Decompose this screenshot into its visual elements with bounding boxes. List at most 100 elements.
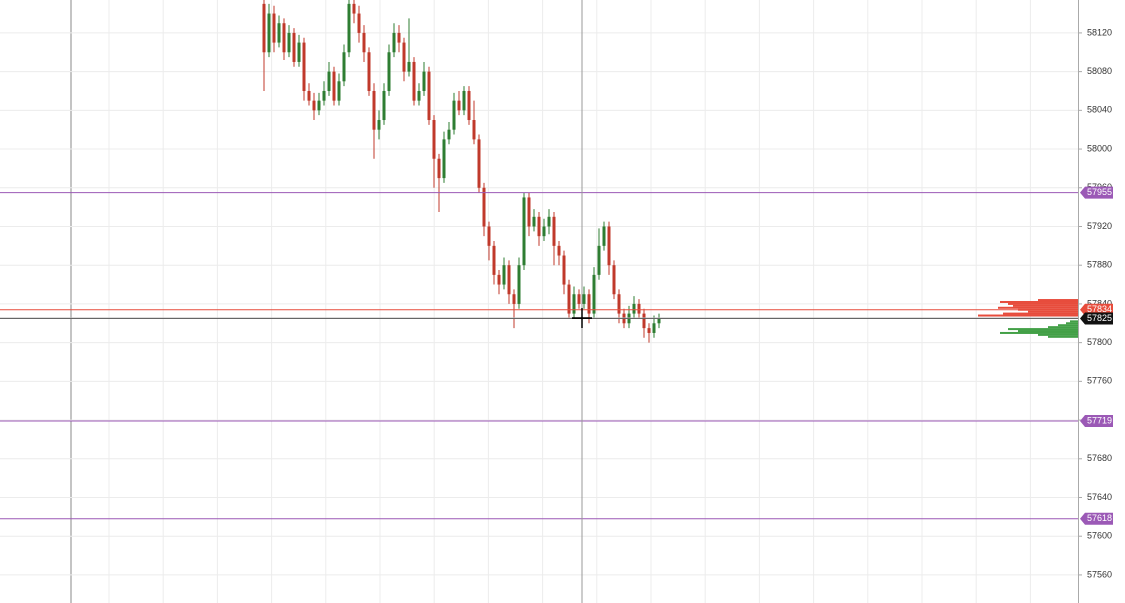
- candle-body: [467, 90, 471, 121]
- candle-body: [617, 294, 621, 314]
- volume-profile-bar: [1003, 312, 1078, 315]
- candle-body: [592, 274, 596, 314]
- volume-profile-bar: [1028, 310, 1078, 313]
- candle-body: [372, 90, 376, 130]
- candle-body: [502, 265, 506, 285]
- candle-body: [402, 42, 406, 72]
- candle-body: [547, 216, 551, 227]
- candle-body: [362, 32, 366, 53]
- y-tick-label: 57840: [1087, 298, 1112, 308]
- candle-body: [517, 265, 521, 304]
- price-level-tag: [1080, 512, 1113, 525]
- candle-body: [612, 265, 616, 295]
- candle-body: [457, 100, 461, 111]
- candle-body: [397, 32, 401, 43]
- candle-body: [357, 13, 361, 33]
- y-tick-label: 57920: [1087, 221, 1112, 231]
- candle-body: [282, 23, 286, 53]
- candle-body: [277, 23, 281, 43]
- price-level-label: 57719: [1087, 415, 1112, 425]
- candle-body: [507, 265, 511, 295]
- candle-body: [302, 42, 306, 91]
- candle-body: [552, 216, 556, 246]
- price-level-label: 57834: [1087, 304, 1112, 314]
- price-level-label: 57955: [1087, 187, 1112, 197]
- candle-body: [352, 3, 356, 14]
- candle-body: [342, 52, 346, 82]
- candle-body: [392, 32, 396, 53]
- candle-body: [262, 3, 266, 53]
- candle-body: [437, 158, 441, 179]
- candle-body: [597, 245, 601, 275]
- candle-body: [272, 13, 276, 43]
- candle-body: [537, 216, 541, 237]
- candle-body: [412, 61, 416, 101]
- candle-body: [587, 294, 591, 314]
- candle-body: [317, 100, 321, 111]
- cursor: [572, 308, 592, 328]
- candle-body: [487, 226, 491, 246]
- candle-body: [482, 187, 486, 227]
- candle-body: [632, 303, 636, 314]
- candle-body: [367, 52, 371, 91]
- candle-body: [287, 32, 291, 53]
- candle-body: [512, 294, 516, 304]
- volume-profile-bar: [1048, 335, 1078, 338]
- volume-profile-bar: [1008, 328, 1078, 331]
- candle-body: [477, 139, 481, 188]
- candle-body: [657, 318, 661, 324]
- y-tick-label: 57880: [1087, 260, 1112, 270]
- volume-profile-bar: [1048, 326, 1078, 329]
- y-tick-label: 57600: [1087, 531, 1112, 541]
- candle-body: [407, 61, 411, 72]
- candle-body: [427, 71, 431, 121]
- y-tick-label: 58040: [1087, 105, 1112, 115]
- candle-body: [377, 120, 381, 130]
- volume-profile-bar: [1038, 299, 1078, 302]
- candle-body: [582, 294, 586, 304]
- candle-body: [472, 120, 476, 140]
- volume-profile-bar: [978, 314, 1078, 317]
- volume-profile-bar: [1070, 320, 1078, 323]
- candle-body: [532, 216, 536, 227]
- candle-body: [647, 328, 651, 333]
- y-tick-label: 57800: [1087, 337, 1112, 347]
- candle-body: [637, 303, 641, 314]
- candle-body: [387, 52, 391, 91]
- volume-profile-bar: [998, 306, 1078, 309]
- candle-body: [577, 294, 581, 304]
- candle-body: [347, 3, 351, 53]
- y-tick-label: 58000: [1087, 143, 1112, 153]
- candle-body: [327, 71, 331, 91]
- candle-body: [422, 71, 426, 91]
- volume-profile-bar: [1000, 331, 1078, 334]
- price-level-label: 57618: [1087, 513, 1112, 523]
- candle-body: [607, 226, 611, 266]
- candle-body: [557, 245, 561, 256]
- candle-body: [527, 197, 531, 227]
- candle-body: [337, 81, 341, 101]
- price-level-tag: [1080, 186, 1113, 199]
- volume-profile-bar: [1038, 333, 1078, 336]
- y-tick-label: 57560: [1087, 569, 1112, 579]
- candle-body: [432, 120, 436, 159]
- price-level-tag: [1080, 415, 1113, 428]
- candle-body: [572, 294, 576, 314]
- candle-body: [447, 129, 451, 140]
- candle-body: [567, 284, 571, 314]
- candle-body: [522, 197, 526, 266]
- candle-body: [322, 90, 326, 101]
- candle-body: [297, 42, 301, 62]
- y-tick-label: 57640: [1087, 492, 1112, 502]
- y-tick-label: 57760: [1087, 376, 1112, 386]
- candle-body: [562, 255, 566, 285]
- candle-body: [642, 313, 646, 329]
- price-level-label: 57825: [1087, 313, 1112, 323]
- y-tick-label: 58120: [1087, 27, 1112, 37]
- candle-body: [307, 90, 311, 101]
- volume-profile-bar: [1018, 330, 1078, 333]
- price-level-tag: [1080, 312, 1113, 325]
